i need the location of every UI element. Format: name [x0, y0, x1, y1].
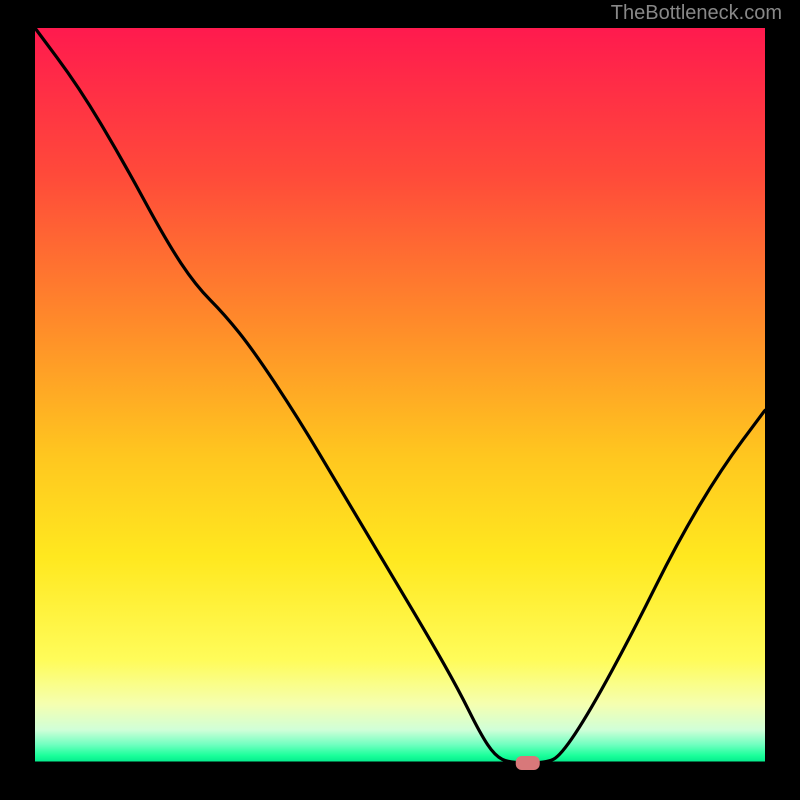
- bottleneck-chart: [0, 0, 800, 800]
- plot-background: [35, 28, 765, 763]
- watermark-text: TheBottleneck.com: [611, 2, 782, 25]
- optimal-marker: [516, 756, 540, 770]
- chart-container: TheBottleneck.com: [0, 0, 800, 800]
